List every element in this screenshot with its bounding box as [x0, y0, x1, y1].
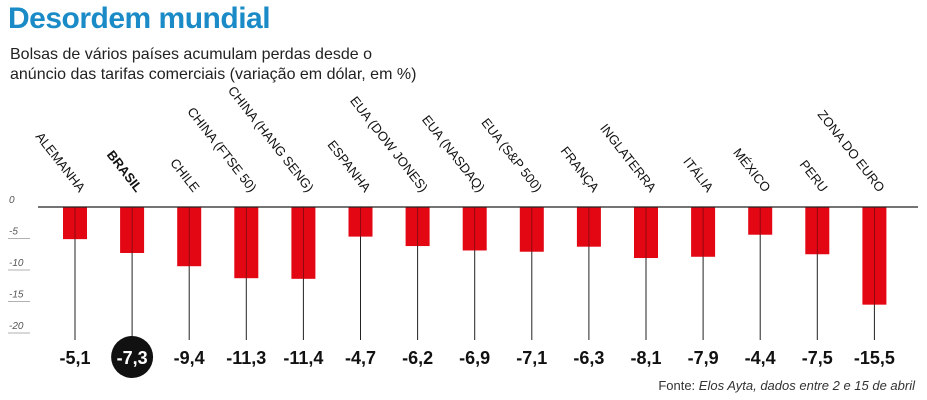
value-label: -5,1 — [59, 348, 90, 368]
category-label: CHILE — [167, 155, 203, 195]
category-label: MÉXICO — [730, 145, 773, 195]
value-label: -15,5 — [854, 348, 895, 368]
category-label: FRANÇA — [558, 143, 603, 195]
value-label: -4,4 — [745, 348, 776, 368]
value-label: -6,9 — [459, 348, 490, 368]
value-label: -7,9 — [688, 348, 719, 368]
category-label: INGLATERRA — [597, 121, 660, 195]
value-label: -7,5 — [802, 348, 833, 368]
category-label: PERU — [797, 157, 831, 195]
y-tick-label: -15 — [9, 290, 24, 301]
y-tick-label: 0 — [9, 195, 15, 206]
chart-title: Desordem mundial — [8, 2, 271, 35]
value-label: -11,4 — [283, 348, 323, 368]
y-tick-label: -20 — [9, 321, 24, 332]
value-label: -6,3 — [573, 348, 604, 368]
category-label: ESPANHA — [324, 137, 374, 195]
value-label: -8,1 — [630, 348, 661, 368]
y-axis: 0 -5 -10 -15 -20 — [8, 195, 30, 334]
bars — [63, 207, 887, 305]
source-text: Elos Ayta, dados entre 2 e 15 de abril — [698, 378, 915, 393]
source-label: Fonte: — [658, 378, 699, 393]
source-note: Fonte: Elos Ayta, dados entre 2 e 15 de … — [658, 378, 915, 393]
category-label: ITÁLIA — [680, 154, 716, 195]
value-label: -7,3 — [117, 348, 148, 368]
y-tick-label: -5 — [9, 227, 18, 238]
value-label: -4,7 — [345, 348, 376, 368]
category-label: BRASIL — [104, 147, 146, 194]
category-label: ALEMANHA — [33, 129, 89, 195]
value-labels: -5,1 -7,3 -9,4 -11,3 -11,4 -4,7 -6,2 -6,9 -7,1 -6… — [59, 336, 895, 378]
value-label: -7,1 — [516, 348, 547, 368]
category-label: EUA (S&P 500) — [478, 115, 545, 195]
y-tick-label: -10 — [9, 258, 24, 269]
chart-subtitle: Bolsas de vários países acumulam perdas … — [10, 46, 417, 83]
value-label: -9,4 — [174, 348, 205, 368]
value-label: -6,2 — [402, 348, 433, 368]
highlight-circle — [111, 336, 154, 378]
value-label: -11,3 — [226, 348, 266, 368]
